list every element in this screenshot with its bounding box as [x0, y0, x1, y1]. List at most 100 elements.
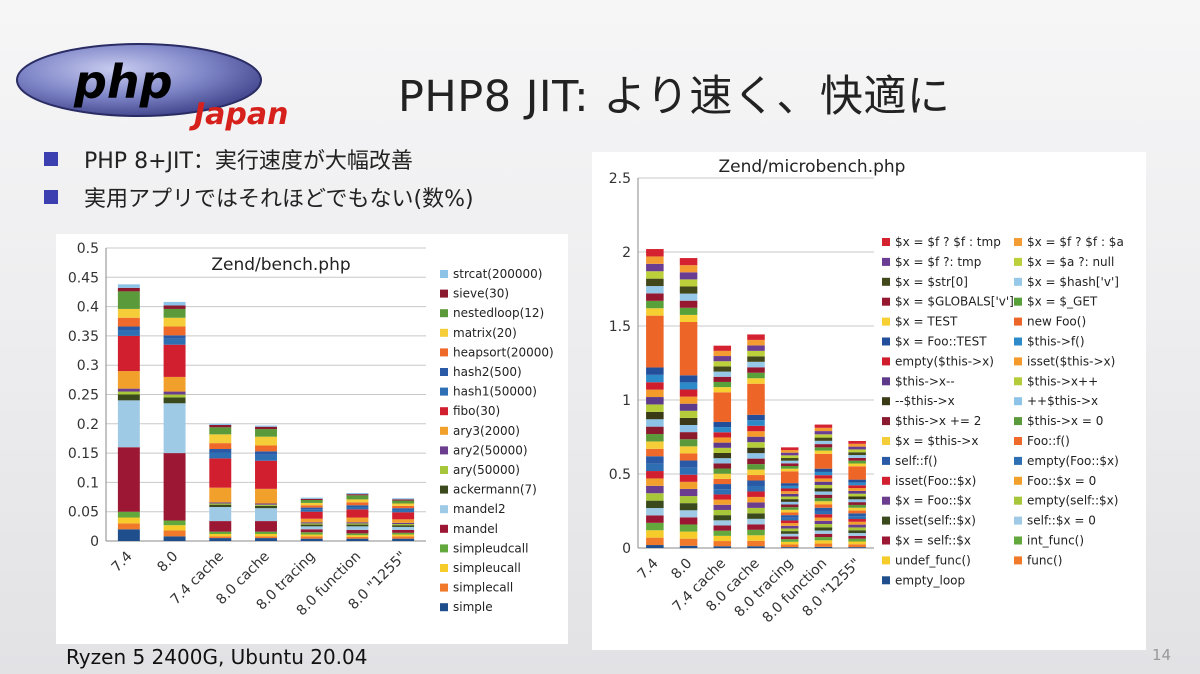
- bar-segment: [646, 456, 664, 464]
- y-tick-label: 2.5: [609, 171, 631, 187]
- bar-segment: [300, 498, 323, 500]
- legend-label: empty_loop: [895, 573, 965, 587]
- bar-segment: [713, 478, 732, 485]
- legend-swatch: [440, 328, 448, 337]
- bar-segment: [346, 505, 369, 508]
- bar-segment: [747, 345, 765, 351]
- bar-segment: [747, 378, 765, 384]
- bar-segment: [163, 317, 186, 327]
- bar-segment: [117, 317, 140, 327]
- bar-segment: [780, 493, 799, 497]
- bar-segment: [117, 447, 140, 512]
- bullet-marker: [44, 190, 58, 204]
- bar-segment: [713, 447, 732, 453]
- bar-segment: [848, 455, 866, 458]
- bar-segment: [780, 504, 799, 508]
- bar-segment: [814, 501, 833, 505]
- legend-swatch: [440, 407, 448, 416]
- bar-segment: [713, 546, 732, 548]
- bar-segment: [679, 474, 698, 482]
- bar-segment: [117, 284, 140, 288]
- bar-segment: [814, 524, 833, 528]
- bar-segment: [780, 460, 799, 464]
- bar-segment: [780, 520, 799, 524]
- bar-segment: [163, 520, 186, 526]
- bullet-list: PHP 8+JIT：実行速度が大幅改善 実用アプリではそれほどでもない(数%): [44, 140, 474, 216]
- bar-segment: [780, 450, 799, 453]
- bar-segment: [814, 540, 833, 544]
- legend-swatch: [882, 516, 890, 525]
- legend-swatch: [1014, 516, 1022, 525]
- bar-segment: [814, 504, 833, 508]
- bar-segment: [747, 372, 765, 379]
- bar-segment: [713, 504, 732, 510]
- bar-segment: [300, 524, 323, 527]
- bar-segment: [255, 445, 277, 452]
- legend-label: empty(Foo::$x): [1027, 454, 1119, 468]
- bar-segment: [713, 489, 732, 495]
- bar-segment: [646, 441, 664, 449]
- bar-segment: [646, 493, 664, 501]
- bar-segment: [747, 453, 765, 459]
- bar-segment: [747, 361, 765, 368]
- y-tick-label: 1.5: [609, 319, 631, 335]
- page-number: 14: [1152, 646, 1172, 664]
- y-tick-label: 2: [622, 245, 631, 261]
- legend-label: $x = $f ? $f : tmp: [895, 235, 1001, 249]
- bar-segment: [646, 374, 664, 383]
- legend-label: simple: [453, 600, 493, 614]
- legend-swatch: [440, 485, 448, 494]
- bar-segment: [679, 481, 698, 489]
- bar-segment: [848, 530, 866, 534]
- bar-segment: [300, 511, 323, 519]
- legend-swatch: [440, 603, 448, 612]
- bar-segment: [117, 308, 140, 318]
- bar-segment: [747, 540, 765, 547]
- legend-label: strcat(200000): [453, 267, 542, 281]
- legend-label: mandel: [453, 522, 498, 536]
- bar-segment: [713, 468, 732, 474]
- bar-segment: [163, 391, 186, 395]
- bar-segment: [117, 388, 140, 392]
- legend-swatch: [1014, 238, 1022, 246]
- legend-label: sieve(30): [453, 287, 509, 301]
- bar-segment: [255, 504, 277, 506]
- bar-segment: [392, 503, 415, 506]
- bar-segment: [848, 452, 866, 456]
- legend-swatch: [882, 377, 890, 386]
- bar-segment: [679, 293, 698, 301]
- bar-segment: [679, 524, 698, 532]
- bar-segment: [713, 371, 732, 377]
- bar-segment: [713, 494, 732, 500]
- bar-segment: [163, 335, 186, 339]
- legend-swatch: [440, 270, 448, 278]
- legend-label: $this->x = 0: [1027, 414, 1103, 428]
- bar-segment: [392, 505, 415, 509]
- bar-segment: [780, 544, 799, 548]
- legend-label: ary2(50000): [453, 443, 528, 457]
- bar-segment: [747, 436, 765, 443]
- bar-segment: [392, 538, 415, 541]
- bar-segment: [300, 497, 323, 499]
- bar-segment: [392, 499, 415, 501]
- bar-segment: [346, 522, 369, 524]
- bar-segment: [300, 505, 323, 508]
- bar-segment: [780, 547, 799, 548]
- bar-segment: [255, 429, 277, 437]
- bullet-item: 実用アプリではそれほどでもない(数%): [44, 178, 474, 216]
- legend-label: fibo(30): [453, 404, 500, 418]
- bar-segment: [814, 431, 833, 435]
- slide-title: PHP8 JIT: より速く、快適に: [398, 72, 951, 122]
- bar-segment: [814, 546, 833, 548]
- bar-segment: [646, 256, 664, 264]
- bar-segment: [163, 305, 186, 309]
- bar-segment: [713, 387, 732, 393]
- bar-segment: [392, 512, 415, 520]
- bar-segment: [209, 502, 232, 504]
- bar-segment: [848, 463, 866, 467]
- legend-label: int_func(): [1027, 534, 1084, 548]
- bar-segment: [848, 541, 866, 545]
- legend-swatch: [882, 317, 890, 326]
- legend-swatch: [1014, 297, 1022, 306]
- bar-segment: [346, 509, 369, 518]
